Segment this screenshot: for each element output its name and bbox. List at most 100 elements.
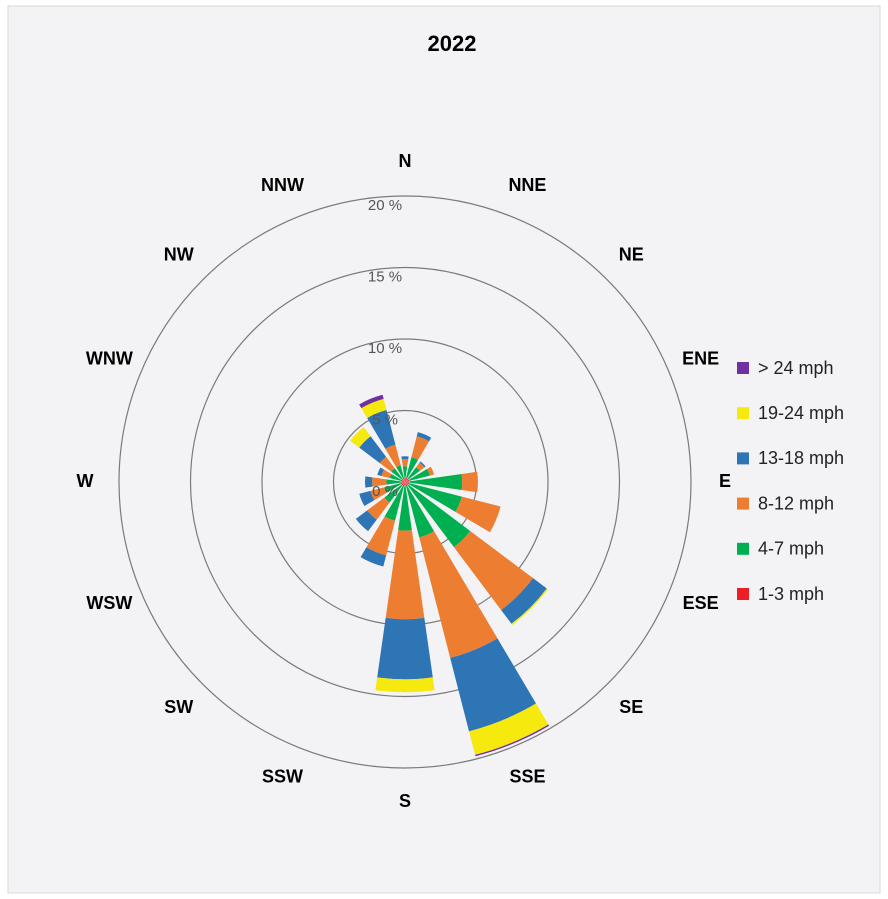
wind-segment: [501, 578, 547, 624]
direction-label: N: [399, 151, 412, 171]
legend-swatch: [737, 407, 749, 420]
wind-segment: [405, 478, 409, 482]
wind-segment: [402, 482, 405, 487]
grid-circle: [189, 266, 621, 698]
wind-segment: [416, 462, 425, 471]
wind-segment: [398, 486, 412, 531]
r-tick-label: 10 %: [368, 340, 402, 357]
wind-segment: [379, 456, 395, 472]
legend-label: 8-12 mph: [758, 493, 834, 513]
wind-segment: [404, 482, 406, 487]
direction-label: NNE: [508, 175, 546, 195]
wind-segment: [377, 617, 433, 680]
wind-segment: [461, 471, 478, 493]
direction-label: ENE: [682, 348, 719, 368]
wind-segment: [404, 477, 406, 482]
wind-segment: [403, 479, 405, 482]
wind-segment: [401, 456, 409, 460]
r-tick-label: 20 %: [368, 197, 402, 214]
r-tick-label: 0 %: [372, 483, 398, 500]
direction-label: NE: [619, 244, 644, 264]
wind-segment: [364, 476, 373, 488]
legend-label: 13-18 mph: [758, 448, 844, 468]
direction-label: NW: [164, 244, 194, 264]
direction-label: NNW: [261, 175, 304, 195]
wind-segment: [384, 483, 402, 493]
wind-segment: [400, 482, 405, 485]
wind-segment: [405, 482, 410, 485]
wind-segment: [367, 409, 396, 449]
direction-label: E: [719, 471, 731, 491]
r-tick-label: 15 %: [368, 268, 402, 285]
wind-segment: [377, 467, 385, 476]
wind-segment: [405, 481, 410, 483]
direction-label: WNW: [86, 348, 133, 368]
wind-segment: [419, 461, 426, 468]
wind-segment: [469, 703, 549, 755]
wind-segment: [384, 485, 404, 521]
wind-segment: [405, 482, 408, 487]
legend-label: 1-3 mph: [758, 584, 824, 604]
wind-segment: [455, 496, 501, 533]
wind-segment: [405, 477, 408, 482]
wind-segment: [419, 531, 498, 658]
wind-segment: [453, 530, 534, 611]
wind-segment: [359, 490, 375, 507]
wind-segment: [359, 436, 387, 464]
direction-label: ESE: [683, 593, 719, 613]
direction-label: SSW: [262, 766, 303, 786]
wind-segment: [408, 468, 430, 481]
legend-label: 19-24 mph: [758, 403, 844, 423]
wind-segment: [366, 516, 396, 556]
wind-segment: [372, 477, 387, 487]
wind-segment: [450, 638, 537, 732]
wind-segment: [427, 466, 435, 476]
legend-swatch: [737, 452, 749, 465]
direction-label: SE: [619, 697, 643, 717]
legend-swatch: [737, 362, 749, 374]
direction-label: WSW: [86, 593, 132, 613]
chart-background: [7, 5, 881, 894]
legend-swatch: [737, 542, 749, 555]
grid-circle: [118, 195, 692, 769]
wind-segment: [409, 473, 463, 491]
wind-segment: [381, 469, 392, 479]
legend-label: > 24 mph: [758, 358, 834, 378]
wind-segment: [401, 482, 405, 486]
wind-segment: [416, 432, 432, 442]
wind-segment: [370, 487, 387, 501]
wind-segment: [400, 479, 405, 482]
wind-segment: [391, 468, 404, 481]
wind-segment: [384, 484, 403, 503]
wind-segment: [360, 547, 387, 567]
direction-label: S: [399, 791, 411, 811]
wind-segment: [400, 481, 405, 483]
wind-segment: [407, 467, 420, 480]
wind-segment: [405, 479, 410, 482]
wind-segment: [359, 394, 384, 409]
direction-label: SW: [164, 697, 193, 717]
wind-segment: [386, 479, 401, 485]
wind-segment: [401, 459, 409, 467]
legend-swatch: [737, 588, 749, 600]
legend-swatch: [737, 497, 749, 510]
wind-segment: [405, 482, 409, 486]
wind-segment: [402, 479, 405, 482]
wind-segment: [385, 530, 425, 620]
legend-label: 4-7 mph: [758, 539, 824, 559]
wind-segment: [367, 497, 390, 520]
r-tick-label: 5 %: [372, 411, 398, 428]
wind-segment: [396, 465, 405, 480]
direction-label: SSE: [509, 766, 545, 786]
chart-title: 2022: [428, 31, 477, 56]
direction-label: W: [77, 471, 94, 491]
wind-segment: [389, 473, 402, 481]
wind-segment: [406, 485, 435, 538]
wind-segment: [402, 466, 408, 478]
wind-segment: [361, 398, 387, 418]
wind-segment: [385, 444, 401, 468]
wind-segment: [475, 724, 550, 757]
wind-segment: [408, 483, 462, 512]
wind-segment: [407, 484, 471, 548]
